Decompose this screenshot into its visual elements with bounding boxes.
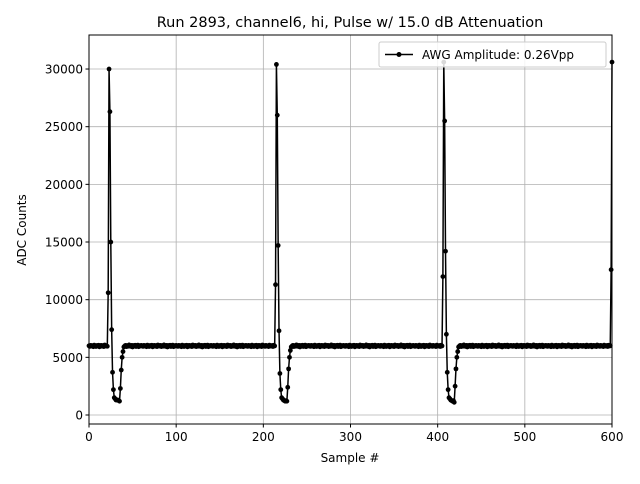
y-tick-label: 15000 — [45, 236, 83, 250]
data-point — [286, 366, 292, 372]
data-point — [607, 343, 613, 349]
grid — [88, 35, 613, 424]
y-axis: 0 5000 10000 15000 20000 25000 30000 — [45, 63, 89, 423]
data-point — [453, 366, 459, 372]
data-point — [272, 343, 278, 349]
y-tick-label: 0 — [75, 409, 83, 423]
legend-box — [378, 41, 607, 68]
data-point — [445, 387, 451, 393]
data-point — [444, 369, 450, 375]
data-point — [443, 331, 449, 337]
data-point — [273, 282, 278, 288]
y-tick-label: 30000 — [45, 63, 83, 77]
data-point — [440, 274, 446, 280]
data-point — [285, 384, 291, 390]
data-point — [274, 62, 279, 67]
series-awg — [86, 59, 615, 405]
x-tick-label: 200 — [252, 430, 275, 444]
plot-frame — [88, 34, 613, 425]
data-point — [451, 399, 457, 405]
x-tick-label: 500 — [513, 430, 536, 444]
data-point — [107, 109, 113, 115]
x-tick-label: 0 — [85, 430, 93, 444]
data-point — [284, 398, 290, 404]
data-point — [110, 369, 115, 375]
x-axis-label: Sample # — [321, 451, 380, 465]
data-point — [455, 349, 461, 354]
data-point — [109, 327, 115, 333]
data-point — [275, 243, 281, 248]
data-point — [608, 267, 614, 273]
data-point — [439, 343, 445, 349]
data-point — [106, 66, 112, 72]
data-point — [274, 112, 280, 118]
data-point — [111, 387, 116, 393]
y-tick-label: 25000 — [45, 120, 83, 134]
x-tick-label: 400 — [426, 430, 449, 444]
data-point — [278, 387, 284, 393]
x-tick-label: 600 — [601, 430, 624, 444]
data-point — [104, 343, 110, 349]
data-point — [117, 398, 122, 404]
data-point — [105, 290, 111, 296]
data-point — [118, 367, 124, 373]
y-axis-label: ADC Counts — [15, 194, 29, 266]
data-point — [277, 371, 283, 376]
legend-marker-icon — [396, 52, 402, 57]
y-tick-label: 20000 — [45, 178, 83, 192]
legend-label: AWG Amplitude: 0.26Vpp — [422, 48, 574, 62]
data-point — [119, 354, 125, 360]
x-axis: 0 100 200 300 400 500 600 — [85, 424, 623, 444]
data-point — [443, 248, 448, 254]
x-tick-label: 300 — [339, 430, 362, 444]
data-point — [120, 349, 126, 354]
chart-title: Run 2893, channel6, hi, Pulse w/ 15.0 dB… — [157, 15, 544, 31]
data-point — [287, 354, 292, 360]
data-point — [117, 386, 123, 391]
data-point — [108, 239, 114, 245]
y-tick-label: 5000 — [52, 351, 83, 365]
y-tick-label: 10000 — [45, 293, 83, 307]
data-point — [276, 328, 282, 334]
legend: AWG Amplitude: 0.26Vpp — [378, 41, 607, 68]
data-point — [454, 354, 460, 360]
data-point — [442, 118, 448, 124]
x-tick-label: 100 — [165, 430, 188, 444]
data-point — [452, 383, 458, 389]
